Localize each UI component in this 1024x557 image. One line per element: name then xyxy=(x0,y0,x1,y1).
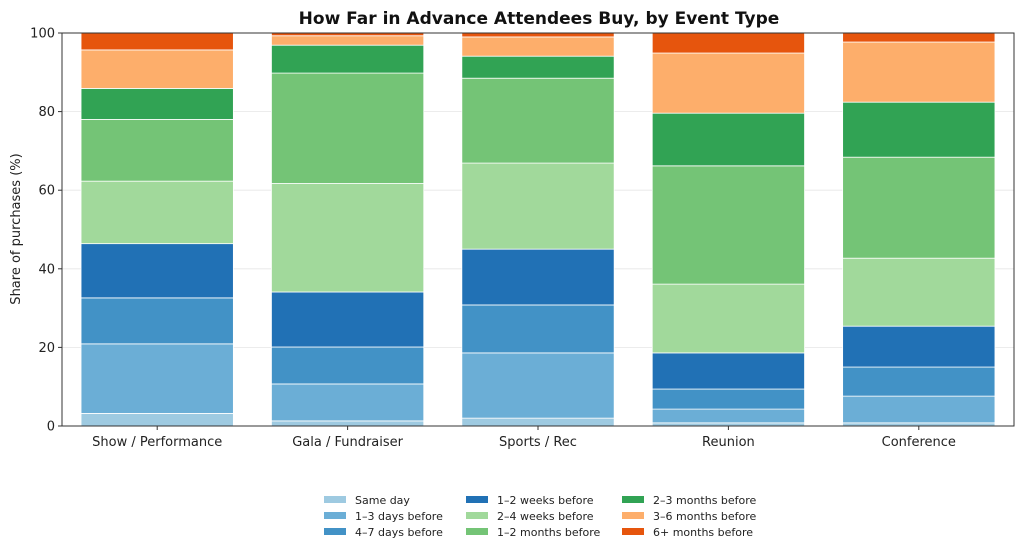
y-tick-label: 40 xyxy=(38,262,55,277)
x-tick-label: Sports / Rec xyxy=(499,435,577,450)
bar-segment xyxy=(271,291,425,348)
bar-segment xyxy=(80,88,234,120)
chart-title: How Far in Advance Attendees Buy, by Eve… xyxy=(299,9,780,29)
bar-segment xyxy=(842,41,996,103)
legend-label: Same day xyxy=(355,494,410,507)
bar-segment xyxy=(461,162,615,250)
y-tick-label: 60 xyxy=(38,184,55,199)
legend-swatch xyxy=(622,528,644,535)
legend-item: 1–2 months before xyxy=(466,526,601,539)
legend-swatch xyxy=(622,496,644,503)
bar-segment xyxy=(842,257,996,327)
y-tick-label: 80 xyxy=(38,105,55,120)
bar-segment xyxy=(651,283,805,354)
legend-swatch xyxy=(466,528,488,535)
bar-segment xyxy=(842,325,996,368)
legend-item: 1–3 days before xyxy=(324,510,443,523)
bar-segment xyxy=(842,156,996,259)
bar-segment xyxy=(271,183,425,293)
bar-segment xyxy=(461,417,615,427)
legend-label: 6+ months before xyxy=(653,526,753,539)
legend-item: 4–7 days before xyxy=(324,526,443,539)
legend-swatch xyxy=(324,528,346,535)
bar-segment xyxy=(461,248,615,306)
bar-segment xyxy=(80,413,234,427)
x-tick-label: Gala / Fundraiser xyxy=(292,435,403,450)
bar-segment xyxy=(80,180,234,245)
bar-segment xyxy=(461,77,615,164)
bar-segment xyxy=(271,420,425,427)
bar-segment xyxy=(842,101,996,158)
legend-item: 3–6 months before xyxy=(622,510,757,523)
legend-label: 1–2 months before xyxy=(497,526,601,539)
bar-segment xyxy=(271,35,425,46)
legend-item: 1–2 weeks before xyxy=(466,494,594,507)
x-tick-label: Conference xyxy=(882,435,956,450)
y-tick-label: 20 xyxy=(38,341,55,356)
legend-label: 2–3 months before xyxy=(653,494,757,507)
bar-segment xyxy=(651,352,805,390)
bar-segment xyxy=(80,119,234,182)
y-tick-label: 0 xyxy=(47,420,55,435)
legend-label: 3–6 months before xyxy=(653,510,757,523)
bar-segment xyxy=(461,352,615,419)
bar-segment xyxy=(80,297,234,345)
bar-segment xyxy=(80,49,234,89)
bar-segment xyxy=(271,383,425,422)
legend-item: 6+ months before xyxy=(622,526,753,539)
x-axis: Show / Performance Gala / Fundraiser Sport… xyxy=(92,426,956,450)
bar-segment xyxy=(271,44,425,74)
legend-swatch xyxy=(324,496,346,503)
legend-item: 2–3 months before xyxy=(622,494,757,507)
y-axis-label: Share of purchases (%) xyxy=(9,153,24,304)
bar-segment xyxy=(271,346,425,385)
legend-label: 1–2 weeks before xyxy=(497,494,594,507)
bars xyxy=(80,32,996,427)
bar-segment xyxy=(461,55,615,79)
legend-label: 1–3 days before xyxy=(355,510,443,523)
x-tick-label: Show / Performance xyxy=(92,435,222,450)
legend-item: 2–4 weeks before xyxy=(466,510,594,523)
bar-segment xyxy=(842,366,996,397)
legend-label: 4–7 days before xyxy=(355,526,443,539)
bar-segment xyxy=(842,395,996,424)
bar-segment xyxy=(80,32,234,51)
bar-segment xyxy=(80,343,234,414)
bar-segment xyxy=(651,32,805,54)
bar-segment xyxy=(271,72,425,184)
bar-segment xyxy=(461,304,615,354)
bar-segment xyxy=(651,165,805,285)
bar-segment xyxy=(842,32,996,43)
legend-swatch xyxy=(622,512,644,519)
y-axis: 0 20 40 60 80 100 xyxy=(30,27,62,435)
y-tick-label: 100 xyxy=(30,27,55,42)
bar-segment xyxy=(651,52,805,114)
legend-swatch xyxy=(466,496,488,503)
bar-segment xyxy=(651,388,805,410)
bar-segment xyxy=(80,243,234,299)
legend-item: Same day xyxy=(324,494,410,507)
legend: Same day 1–3 days before 4–7 days before 1–… xyxy=(324,494,757,539)
legend-label: 2–4 weeks before xyxy=(497,510,594,523)
x-tick-label: Reunion xyxy=(702,435,755,450)
legend-swatch xyxy=(466,512,488,519)
bar-segment xyxy=(651,408,805,424)
legend-swatch xyxy=(324,512,346,519)
bar-segment xyxy=(461,32,615,38)
bar-segment xyxy=(651,112,805,167)
bar-segment xyxy=(461,36,615,57)
